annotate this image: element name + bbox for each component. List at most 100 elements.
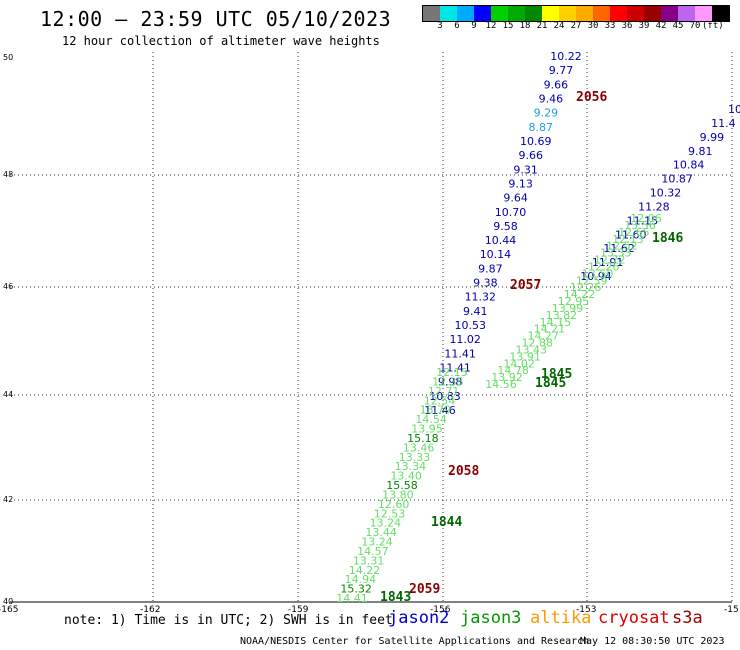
swh-value: 13.24 xyxy=(370,517,402,530)
colorbar-swatch xyxy=(712,6,729,21)
swh-value: 9.99 xyxy=(700,131,725,144)
colorbar-tick-label: 12 xyxy=(485,21,497,31)
y-tick-label: 46 xyxy=(3,282,13,291)
colorbar-swatch xyxy=(474,6,491,21)
colorbar-swatch xyxy=(423,6,440,21)
pass-time-label: 2059 xyxy=(409,582,440,597)
swh-value: 10.69 xyxy=(520,135,552,148)
swh-value: 9.81 xyxy=(688,145,713,158)
swh-value: 9.87 xyxy=(478,262,503,275)
swh-value: 12.71 xyxy=(428,385,460,398)
swh-value: 12.88 xyxy=(522,337,554,350)
swh-value: 13.99 xyxy=(552,302,584,315)
swh-value: 12.26 xyxy=(570,281,602,294)
swh-value: 13.56 xyxy=(624,219,656,232)
colorbar-tick-label: 6 xyxy=(454,21,460,31)
legend-altika: altika xyxy=(530,608,592,628)
swh-value: 14.54 xyxy=(415,413,447,426)
colorbar-swatch xyxy=(661,6,678,21)
pass-time-label: 2058 xyxy=(448,464,479,479)
y-tick-label: 48 xyxy=(3,170,13,179)
swh-value: 14.27 xyxy=(528,330,560,343)
swh-value: 14.94 xyxy=(345,573,377,586)
colorbar-tick-label: 39 xyxy=(638,21,650,31)
colorbar-tick-label: 21 xyxy=(536,21,548,31)
swh-value: 13.33 xyxy=(399,451,431,464)
pass-time-label: 2057 xyxy=(510,278,541,293)
colorbar-tick-label: 24 xyxy=(553,21,565,31)
x-tick-label: -162 xyxy=(140,605,160,615)
swh-value: 12.13 xyxy=(612,233,644,246)
swh-value: 13.24 xyxy=(361,536,393,549)
swh-value: 13.31 xyxy=(353,554,385,567)
swh-value: 11.32 xyxy=(465,291,497,304)
swh-value: 12.54 xyxy=(424,394,456,407)
colorbar-tick-label: 3 xyxy=(437,21,443,31)
swh-value: 13.46 xyxy=(403,441,435,454)
colorbar-swatch xyxy=(525,6,542,21)
swh-value: 9.64 xyxy=(503,192,528,205)
swh-value: 11.4 xyxy=(711,117,736,130)
swh-value: 12.53 xyxy=(374,507,406,520)
swh-value: 10.84 xyxy=(673,159,705,172)
swh-value: 9.38 xyxy=(473,277,498,290)
swh-value: 14.57 xyxy=(357,545,389,558)
swh-value: 12.15 xyxy=(436,366,468,379)
swh-value: 13.80 xyxy=(382,488,414,501)
swh-value: 14.56 xyxy=(485,378,517,391)
swh-value: 12.26 xyxy=(588,260,620,273)
swh-value: 11.41 xyxy=(439,362,471,375)
colorbar-swatch xyxy=(542,6,559,21)
pass-time-label: 1844 xyxy=(431,515,462,530)
swh-value: 10.94 xyxy=(580,270,612,283)
swh-value: 8.87 xyxy=(529,121,554,134)
map-subtitle: 12 hour collection of altimeter wave hei… xyxy=(62,34,380,48)
colorbar-tick-label: 70 xyxy=(689,21,701,31)
footer-note: note: 1) Time is in UTC; 2) SWH is in fe… xyxy=(64,613,393,628)
colorbar-tick-label: 15 xyxy=(502,21,514,31)
swh-value: 10.87 xyxy=(661,173,693,186)
colorbar-swatch xyxy=(678,6,695,21)
colorbar-swatch xyxy=(576,6,593,21)
colorbar-tick-label: 30 xyxy=(587,21,599,31)
swh-value: 13.82 xyxy=(546,309,578,322)
swh-value: 14.41 xyxy=(336,592,368,605)
swh-value: 10.53 xyxy=(454,319,486,332)
swh-value: 11.91 xyxy=(592,256,624,269)
swh-value: 14.22 xyxy=(564,288,596,301)
colorbar-swatch xyxy=(491,6,508,21)
swh-value: 9.66 xyxy=(544,78,569,91)
colorbar-tick-label: 45 xyxy=(672,21,684,31)
swh-value: 11.46 xyxy=(424,404,456,417)
colorbar-tick-label: 36 xyxy=(621,21,633,31)
swh-value: 10.22 xyxy=(550,50,582,63)
colorbar-swatch xyxy=(627,6,644,21)
swh-value: 13.91 xyxy=(509,350,541,363)
swh-value: 12.52 xyxy=(606,240,638,253)
colorbar-swatch xyxy=(695,6,712,21)
colorbar-swatch xyxy=(644,6,661,21)
swh-value: 13.50 xyxy=(582,267,614,280)
swh-value: 14.15 xyxy=(540,316,572,329)
swh-value: 9.98 xyxy=(438,376,463,389)
swh-value: 14.21 xyxy=(534,323,566,336)
swh-value: 13.43 xyxy=(515,343,547,356)
y-tick-label: 40 xyxy=(3,597,13,606)
swh-value: 10.70 xyxy=(495,206,527,219)
map-title: 12:00 – 23:59 UTC 05/10/2023 xyxy=(40,7,392,31)
legend-cryosat: cryosat xyxy=(598,608,670,628)
swh-value: 9.58 xyxy=(493,220,518,233)
swh-value: 14.78 xyxy=(497,364,529,377)
wave-height-colorbar xyxy=(422,5,730,22)
swh-value: 12.35 xyxy=(432,375,464,388)
swh-value: 13.79 xyxy=(420,404,452,417)
colorbar-tick-label: (ft) xyxy=(702,21,724,31)
swh-value: 10.44 xyxy=(485,234,517,247)
swh-value: 11.15 xyxy=(627,214,659,227)
swh-value: 13.33 xyxy=(600,247,632,260)
swh-value: 13.95 xyxy=(411,423,443,436)
swh-value: 9.46 xyxy=(539,92,564,105)
pass-time-label: 1845 xyxy=(541,367,572,382)
swh-value: 14.22 xyxy=(349,564,381,577)
x-tick-label: -165 xyxy=(0,605,18,615)
